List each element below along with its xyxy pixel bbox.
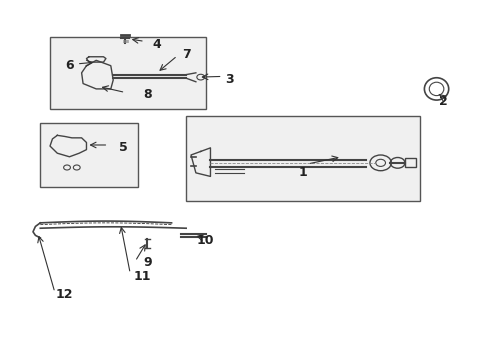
Text: 10: 10 bbox=[197, 234, 214, 247]
Text: 9: 9 bbox=[142, 256, 151, 269]
Text: 11: 11 bbox=[133, 270, 151, 283]
Text: 6: 6 bbox=[65, 59, 74, 72]
Bar bbox=[40, 123, 137, 187]
Bar bbox=[404, 158, 415, 167]
Bar bbox=[186, 116, 419, 202]
Text: 5: 5 bbox=[118, 141, 127, 154]
Bar bbox=[50, 37, 205, 109]
Text: 1: 1 bbox=[298, 166, 306, 179]
Text: 2: 2 bbox=[439, 95, 447, 108]
Text: 3: 3 bbox=[225, 73, 234, 86]
Text: 8: 8 bbox=[142, 88, 151, 101]
Text: 4: 4 bbox=[152, 38, 161, 51]
Text: 12: 12 bbox=[56, 288, 73, 301]
Text: 7: 7 bbox=[182, 49, 190, 62]
